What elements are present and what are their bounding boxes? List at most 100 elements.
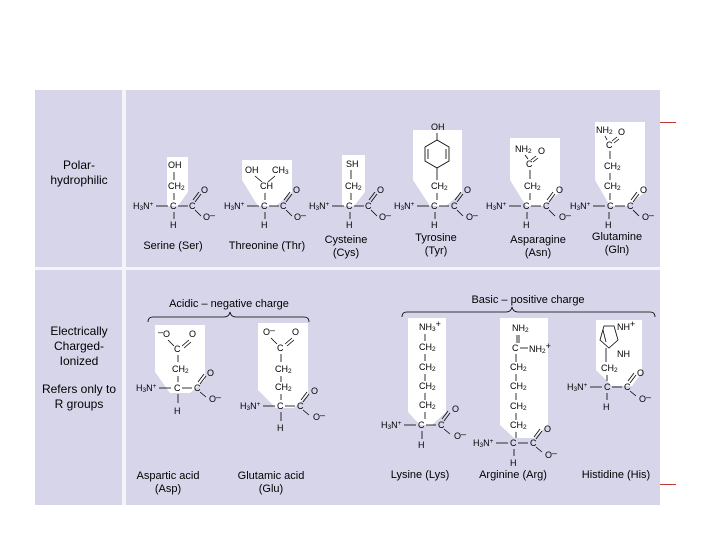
svg-text:O: O xyxy=(292,327,299,337)
serine-structure: OH CH2 H3N+ C C O O– H Serine (Ser) xyxy=(133,157,215,252)
svg-text:O: O xyxy=(538,146,545,156)
svg-text:C: C xyxy=(277,343,284,353)
svg-text:NH2: NH2 xyxy=(512,323,529,334)
svg-text:OH: OH xyxy=(168,160,182,170)
svg-text:H3N+: H3N+ xyxy=(381,420,402,431)
arginine-structure: NH2 C NH2+ CH2 CH2 CH2 CH2 H3N+ C C O O–… xyxy=(473,318,557,481)
svg-text:H3N+: H3N+ xyxy=(570,201,591,212)
svg-text:CH2: CH2 xyxy=(510,401,527,412)
svg-text:C: C xyxy=(280,201,287,211)
svg-text:OH: OH xyxy=(245,165,259,175)
svg-text:CH3: CH3 xyxy=(272,165,289,176)
svg-text:O–: O– xyxy=(642,210,654,222)
serine-r-group xyxy=(167,157,188,206)
svg-text:C: C xyxy=(261,201,268,211)
svg-text:H: H xyxy=(418,440,425,450)
svg-text:O: O xyxy=(452,404,459,414)
svg-text:O: O xyxy=(207,368,214,378)
svg-text:CH2: CH2 xyxy=(510,420,527,431)
svg-text:O–: O– xyxy=(209,392,221,404)
svg-text:NH+: NH+ xyxy=(617,319,635,332)
svg-text:O: O xyxy=(640,185,647,195)
svg-text:C: C xyxy=(438,420,445,430)
svg-text:NH2+: NH2+ xyxy=(529,341,551,355)
svg-text:C: C xyxy=(606,140,613,150)
svg-text:H3N+: H3N+ xyxy=(486,201,507,212)
svg-text:H: H xyxy=(261,220,268,230)
svg-text:O–: O– xyxy=(466,210,478,222)
svg-text:H: H xyxy=(603,402,610,412)
arginine-name: Arginine (Arg) xyxy=(479,469,547,481)
svg-text:CH2: CH2 xyxy=(601,363,618,374)
svg-text:H3N+: H3N+ xyxy=(567,382,588,393)
aspartic-acid-name: Aspartic acid (Asp) xyxy=(137,470,200,495)
svg-text:NH3+: NH3+ xyxy=(419,319,441,333)
threonine-r-group xyxy=(242,160,292,206)
acidic-brace xyxy=(147,311,310,323)
basic-brace xyxy=(401,306,656,318)
histidine-structure: NH+ NH CH2 H3N+ C C O O– H Histidine (Hi… xyxy=(567,319,651,481)
svg-text:C: C xyxy=(624,382,631,392)
svg-text:O–: O– xyxy=(545,448,557,460)
svg-text:C: C xyxy=(418,420,425,430)
svg-text:H: H xyxy=(523,220,530,230)
arginine-r-group xyxy=(500,318,548,438)
svg-text:CH2: CH2 xyxy=(604,161,621,172)
threonine-name: Threonine (Thr) xyxy=(229,240,305,252)
svg-text:C: C xyxy=(512,343,519,353)
serine-name: Serine (Ser) xyxy=(143,240,202,252)
svg-text:NH2: NH2 xyxy=(596,125,613,136)
aspartic-acid-structure: –O O C CH2 H3N+ C C O O– H Aspartic acid… xyxy=(136,325,221,495)
svg-text:O: O xyxy=(464,185,471,195)
svg-text:CH2: CH2 xyxy=(510,381,527,392)
r-groups-note: Refers only to R groups xyxy=(41,382,117,411)
svg-text:H: H xyxy=(431,220,438,230)
svg-text:CH2: CH2 xyxy=(419,400,436,411)
svg-text:O: O xyxy=(618,127,625,137)
svg-text:O: O xyxy=(293,185,300,195)
svg-text:C: C xyxy=(365,201,372,211)
svg-text:O: O xyxy=(189,329,196,339)
asparagine-name: Asparagine (Asn) xyxy=(510,234,566,259)
polar-hydrophilic-label: Polar- hydrophilic xyxy=(50,158,108,187)
svg-text:O: O xyxy=(556,185,563,195)
svg-text:O: O xyxy=(544,424,551,434)
lysine-name: Lysine (Lys) xyxy=(391,469,449,481)
asparagine-r-group xyxy=(510,138,560,206)
lysine-structure: NH3+ CH2 CH2 CH2 CH2 H3N+ C C O O– H Lys… xyxy=(381,318,466,481)
svg-text:O–: O– xyxy=(263,325,275,337)
svg-text:CH: CH xyxy=(260,181,273,191)
lysine-r-group xyxy=(408,318,446,425)
svg-text:H: H xyxy=(605,220,612,230)
histidine-r-group xyxy=(596,320,642,386)
svg-text:CH2: CH2 xyxy=(419,342,436,353)
svg-text:H3N+: H3N+ xyxy=(240,401,261,412)
asparagine-structure: NH2 O C CH2 H3N+ C C O O– H Asparagine (A… xyxy=(486,138,571,259)
svg-text:CH2: CH2 xyxy=(419,381,436,392)
svg-text:H: H xyxy=(346,220,353,230)
svg-text:H3N+: H3N+ xyxy=(224,201,245,212)
threonine-structure: OH CH3 CH H3N+ C C O O– H Threonine (Thr… xyxy=(224,160,306,252)
glutamic-acid-name: Glutamic acid (Glu) xyxy=(238,470,305,495)
basic-header: Basic – positive charge xyxy=(471,294,584,306)
svg-text:O: O xyxy=(637,368,644,378)
svg-text:C: C xyxy=(451,201,458,211)
svg-text:C: C xyxy=(607,201,614,211)
svg-text:SH: SH xyxy=(346,159,359,169)
svg-text:C: C xyxy=(431,201,438,211)
svg-text:C: C xyxy=(526,159,533,169)
svg-text:H: H xyxy=(277,423,284,433)
svg-text:C: C xyxy=(189,201,196,211)
row-divider xyxy=(35,267,660,270)
svg-text:O–: O– xyxy=(313,410,325,422)
svg-text:CH2: CH2 xyxy=(275,382,292,393)
tyrosine-name: Tyrosine (Tyr) xyxy=(415,232,457,257)
svg-text:H3N+: H3N+ xyxy=(133,201,154,212)
svg-text:H3N+: H3N+ xyxy=(394,201,415,212)
histidine-name: Histidine (His) xyxy=(582,469,650,481)
svg-text:C: C xyxy=(174,344,181,354)
svg-text:C: C xyxy=(543,201,550,211)
cysteine-structure: SH CH2 H3N+ C C O O– H Cysteine (Cys) xyxy=(309,155,391,259)
svg-text:C: C xyxy=(627,201,634,211)
